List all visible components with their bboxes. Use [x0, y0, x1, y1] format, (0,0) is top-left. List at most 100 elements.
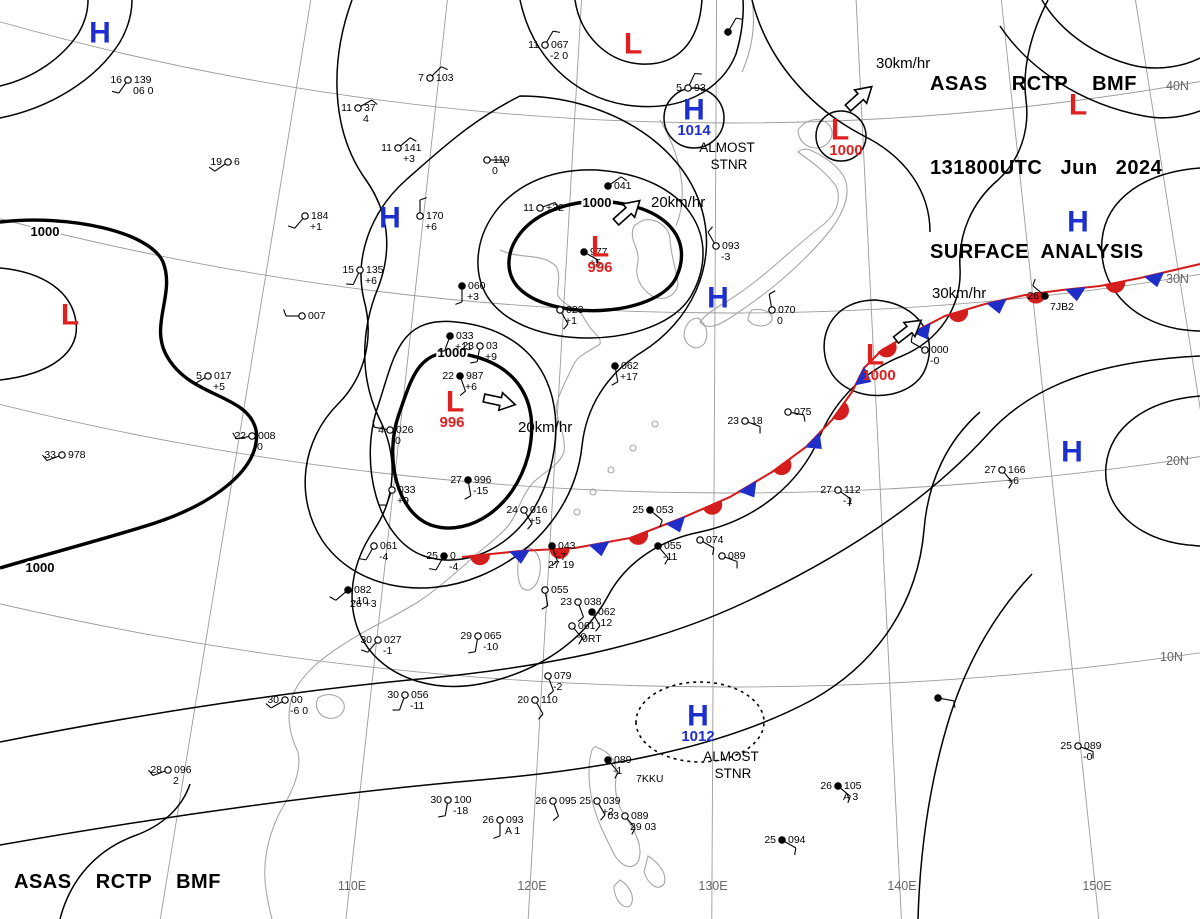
- isobar-label: 1000: [26, 560, 55, 575]
- station-value: +2: [602, 806, 614, 818]
- station-circle: [696, 536, 704, 544]
- wind-barb-tick: [455, 301, 463, 305]
- station-value: 100: [454, 794, 472, 806]
- pressure-letter: H: [687, 700, 709, 733]
- station-value: 089: [728, 550, 746, 562]
- station-value: 25: [426, 550, 438, 562]
- station-plot: 079-2: [544, 670, 572, 696]
- latitude-label: 10N: [1160, 650, 1183, 664]
- warm-front-symbol: [948, 308, 969, 323]
- isobar: [0, 218, 259, 570]
- station-value: 075: [794, 406, 812, 418]
- station-value: 017: [214, 370, 232, 382]
- station-value: 996: [474, 474, 492, 486]
- station-circle: [998, 466, 1006, 474]
- wind-barb: [747, 421, 761, 427]
- isobar: [751, 0, 931, 233]
- coastline: [588, 746, 641, 867]
- wind-barb-tick: [953, 700, 956, 708]
- longitude-line: [345, 0, 448, 919]
- pressure-value: 1014: [677, 122, 711, 139]
- coastline: [683, 317, 708, 349]
- cold-front-symbol: [854, 366, 872, 386]
- station-value: 055: [664, 540, 682, 552]
- station-value: 033: [398, 484, 416, 496]
- station-value: 0: [257, 441, 263, 453]
- wind-barb-tick: [1008, 481, 1013, 489]
- wind-barb-tick: [208, 166, 216, 172]
- station-value: +32: [546, 202, 564, 214]
- wind-barb: [840, 491, 852, 500]
- station-value: 26: [482, 814, 494, 826]
- station-value: 166: [1008, 464, 1026, 476]
- station-value: 043: [558, 540, 576, 552]
- station-plot: 061-4: [359, 540, 398, 563]
- coastline: [631, 219, 679, 299]
- wind-barb-tick: [620, 176, 628, 182]
- station-value: 25: [1060, 740, 1072, 752]
- high-pressure-center: H: [1067, 206, 1089, 239]
- station-value: -4: [449, 561, 458, 573]
- wind-barb: [910, 341, 923, 349]
- station-circle: [784, 408, 792, 416]
- station-circle: [356, 266, 364, 274]
- station-value: 29: [460, 630, 472, 642]
- station-plot: 19 6: [208, 156, 240, 172]
- wind-barb-tick: [346, 283, 354, 286]
- isobar: [304, 95, 708, 589]
- station-plot: 11 +32: [523, 202, 564, 214]
- coastline: [517, 547, 541, 591]
- station-value: 7: [418, 72, 424, 84]
- isobar-label: 1000: [31, 224, 60, 239]
- chart-type: SURFACE ANALYSIS: [930, 241, 1144, 263]
- station-value: 03: [486, 340, 498, 352]
- station-value: A 3: [843, 791, 858, 803]
- wind-barb: [688, 73, 696, 86]
- station-value: -7: [557, 551, 566, 563]
- pressure-letter: L: [831, 114, 849, 147]
- station-circle: [370, 542, 378, 550]
- station-value: +1: [565, 315, 577, 327]
- station-circle: [548, 542, 556, 550]
- station-plot: 11 374: [341, 99, 378, 125]
- annotation-label: 27 19: [548, 559, 574, 571]
- station-plot: 7 103: [418, 66, 454, 84]
- coastlines: [264, 0, 848, 919]
- cold-front-symbol: [986, 298, 1007, 314]
- wind-barb: [236, 436, 249, 440]
- movement-speed-label: 20km/hr: [518, 419, 572, 436]
- wind-barb-tick: [577, 616, 584, 622]
- station-circle: [1074, 742, 1082, 750]
- station-value: -1: [383, 645, 392, 657]
- wind-barb: [270, 701, 283, 709]
- station-circle: [388, 486, 396, 494]
- pressure-letter: L: [866, 339, 884, 372]
- station-value: 067: [551, 39, 569, 51]
- station-value: +11: [455, 341, 472, 353]
- station-circle: [541, 586, 549, 594]
- coastline: [573, 508, 581, 516]
- wind-barb: [365, 548, 373, 561]
- wind-barb: [598, 803, 606, 816]
- wind-barb-tick: [694, 72, 702, 75]
- wind-barb: [335, 591, 346, 601]
- isobar: [507, 199, 684, 313]
- wind-barb: [609, 762, 619, 773]
- cold-front-symbol: [804, 432, 822, 450]
- annotation-label: ALMOST: [703, 749, 759, 764]
- station-value: 20: [517, 694, 529, 706]
- isobar: [0, 355, 1200, 743]
- wind-barb-tick: [429, 568, 437, 571]
- wind-barb: [476, 349, 480, 362]
- wind-barb: [724, 556, 738, 562]
- station-value: -3: [721, 251, 730, 263]
- station-value: 141: [404, 142, 422, 154]
- station-value: 19: [210, 156, 222, 168]
- longitude-label: 130E: [698, 879, 727, 893]
- station-value: -10: [353, 595, 368, 607]
- station-value: 5: [196, 370, 202, 382]
